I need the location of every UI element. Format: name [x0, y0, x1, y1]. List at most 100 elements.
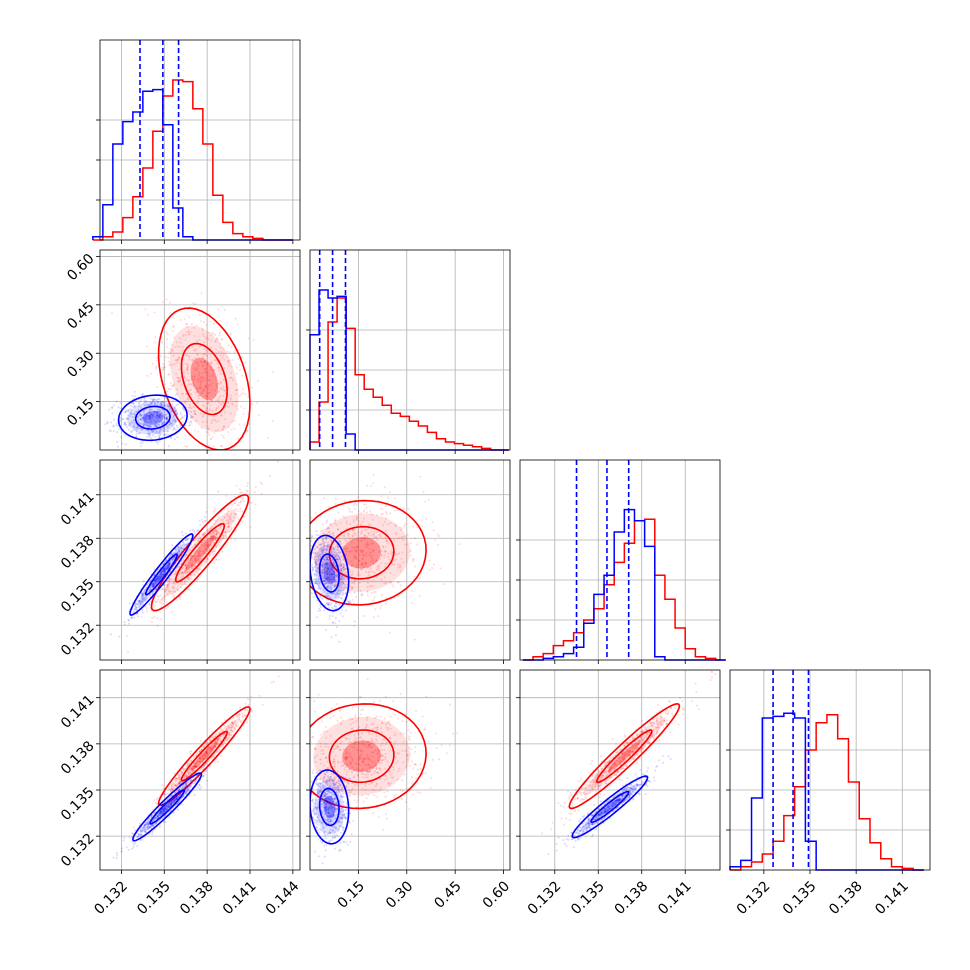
sample-point [125, 426, 128, 429]
sample-point [190, 323, 193, 326]
sample-point [187, 379, 190, 382]
sample-point [366, 537, 369, 540]
sample-point [182, 548, 185, 551]
sample-point [228, 733, 231, 736]
sample-point [156, 814, 159, 817]
sample-point [324, 580, 327, 583]
sample-point [134, 606, 137, 609]
sample-point [416, 543, 419, 546]
sample-point [323, 609, 326, 612]
sample-point [139, 829, 142, 832]
sample-point [163, 566, 166, 569]
sample-point [193, 539, 196, 542]
sample-point [214, 536, 217, 539]
sample-point [150, 429, 153, 432]
sample-point [155, 420, 158, 423]
sample-point [145, 418, 148, 421]
sample-point [191, 359, 194, 362]
sample-point [326, 572, 329, 575]
sample-point [325, 557, 328, 560]
sample-point [151, 415, 154, 418]
sample-point [168, 580, 171, 583]
sample-point [399, 529, 402, 532]
sample-point [217, 366, 220, 369]
sample-point [177, 545, 180, 548]
sample-point [160, 602, 163, 605]
sample-point [156, 422, 159, 425]
sample-point [152, 582, 155, 585]
sample-point [338, 563, 341, 566]
sample-point [154, 424, 157, 427]
sample-point [190, 554, 193, 557]
sample-point [189, 407, 192, 410]
sample-point [189, 569, 192, 572]
sample-point [268, 475, 271, 478]
sample-point [219, 526, 222, 529]
sample-point [198, 345, 201, 348]
sample-point [141, 598, 144, 601]
sample-point [162, 574, 165, 577]
sample-point [230, 724, 233, 727]
sample-point [195, 754, 198, 757]
sample-point [194, 413, 197, 416]
sample-point [218, 397, 221, 400]
sample-point [222, 385, 225, 388]
sample-point [168, 409, 171, 412]
sample-point [394, 531, 397, 534]
sample-point [330, 585, 333, 588]
sample-point [331, 565, 334, 568]
sample-point [203, 361, 206, 364]
sample-point [384, 565, 387, 568]
sample-point [162, 427, 165, 430]
sample-point [151, 415, 154, 418]
sample-point [152, 418, 155, 421]
sample-point [175, 798, 178, 801]
sample-point [230, 721, 233, 724]
sample-point [141, 827, 144, 830]
sample-point [132, 429, 135, 432]
sample-point [155, 429, 158, 432]
sample-point [190, 375, 193, 378]
sample-point [145, 421, 148, 424]
sample-point [211, 530, 214, 533]
sample-point [179, 782, 182, 785]
sample-point [223, 308, 226, 311]
sample-point [165, 567, 168, 570]
sample-point [185, 784, 188, 787]
sample-point [166, 567, 169, 570]
sample-point [190, 750, 193, 753]
sample-point [353, 556, 356, 559]
sample-point [162, 811, 165, 814]
sample-point [133, 425, 136, 428]
sample-point [233, 722, 236, 725]
sample-point [349, 523, 352, 526]
sample-point [159, 812, 162, 815]
sample-point [191, 767, 194, 770]
sample-point [154, 581, 157, 584]
sample-point [399, 526, 402, 529]
sample-point [196, 752, 199, 755]
sample-point [178, 782, 181, 785]
sample-point [194, 765, 197, 768]
sample-point [402, 539, 405, 542]
sample-point [215, 758, 218, 761]
sample-point [174, 346, 177, 349]
sample-point [364, 543, 367, 546]
sample-point [184, 767, 187, 770]
sample-point [332, 578, 335, 581]
sample-point [184, 571, 187, 574]
sample-point [178, 550, 181, 553]
sample-point [157, 401, 160, 404]
sample-point [189, 424, 192, 427]
sample-point [367, 574, 370, 577]
sample-point [158, 431, 161, 434]
sample-point [180, 546, 183, 549]
sample-point [368, 523, 371, 526]
sample-point [326, 557, 329, 560]
sample-point [196, 532, 199, 535]
sample-point [323, 580, 326, 583]
sample-point [336, 528, 339, 531]
sample-point [198, 757, 201, 760]
sample-point [325, 563, 328, 566]
sample-point [200, 554, 203, 557]
